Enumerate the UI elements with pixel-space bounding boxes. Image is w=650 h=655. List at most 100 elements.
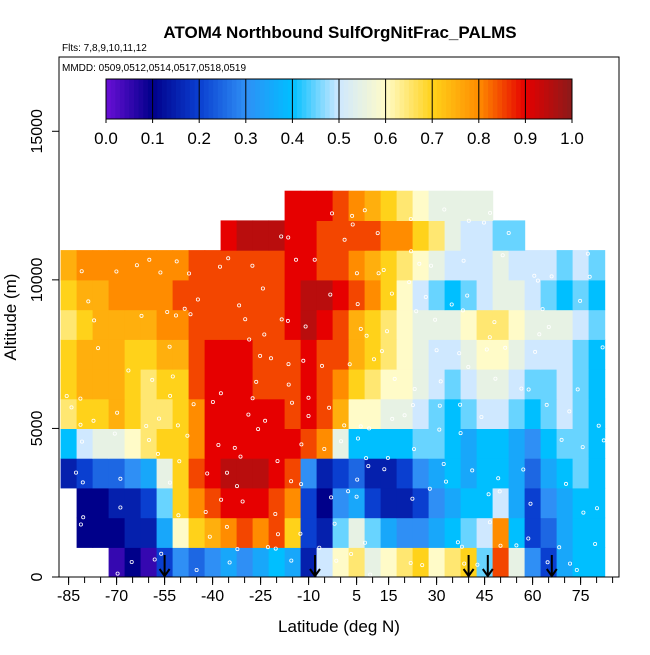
- heatmap-cell: [172, 458, 190, 489]
- sample-marker: [409, 249, 414, 254]
- colorbar-swatch: [380, 79, 387, 119]
- heatmap-cell: [108, 339, 126, 370]
- heatmap-cell: [348, 547, 366, 577]
- x-tick-label: 5: [352, 588, 361, 605]
- heatmap-cell: [108, 517, 126, 548]
- heatmap-cell: [476, 398, 494, 429]
- heatmap-cell: [220, 369, 238, 400]
- heatmap-cell: [140, 250, 158, 281]
- heatmap-cell: [444, 458, 462, 489]
- heatmap-cell: [572, 547, 590, 577]
- heatmap-cell: [588, 369, 606, 400]
- sample-marker: [526, 536, 531, 541]
- sample-marker: [188, 312, 193, 317]
- heatmap-cell: [316, 190, 334, 221]
- sample-marker: [364, 333, 369, 338]
- heatmap-cell: [300, 279, 318, 311]
- heatmap-cell: [156, 487, 174, 519]
- sample-marker: [299, 442, 304, 447]
- heatmap-cell: [300, 250, 318, 281]
- heatmap-cell: [300, 547, 318, 577]
- heatmap-cell: [172, 428, 190, 459]
- heatmap-cell: [108, 428, 126, 459]
- colorbar-swatch: [394, 79, 401, 119]
- heatmap-cell: [316, 517, 334, 548]
- colorbar-swatch: [558, 79, 564, 119]
- colorbar-swatch: [441, 79, 447, 119]
- sample-marker: [367, 426, 372, 431]
- colorbar: 0.0 0.1 0.2 0.3 0.4 0.5 0.6 0.7 0.8 0.9 1.0: [94, 78, 584, 148]
- sample-marker: [194, 568, 199, 573]
- x-tick-label: 60: [524, 588, 542, 605]
- heatmap-cell: [140, 517, 158, 548]
- sample-marker: [595, 506, 600, 511]
- heatmap-cell: [284, 220, 302, 251]
- heatmap-cell: [316, 398, 334, 429]
- heatmap-cell: [156, 309, 174, 340]
- heatmap-cell: [92, 339, 110, 370]
- sample-marker: [442, 207, 447, 212]
- sample-marker: [226, 256, 231, 261]
- colorbar-swatch: [203, 79, 210, 119]
- heatmap-cell: [236, 220, 254, 251]
- heatmap-cell: [124, 487, 142, 519]
- colorbar-swatch: [138, 79, 144, 119]
- sample-marker: [481, 220, 486, 225]
- heatmap-cell: [60, 458, 78, 489]
- heatmap-cell: [124, 458, 142, 489]
- heatmap-cell: [556, 458, 574, 489]
- heatmap-cell: [412, 517, 430, 548]
- sample-marker: [486, 492, 491, 497]
- heatmap-cell: [284, 487, 302, 519]
- heatmap-cell: [76, 369, 94, 400]
- heatmap-cell: [396, 369, 414, 400]
- sample-marker: [441, 461, 446, 466]
- heatmap-cell: [428, 458, 446, 489]
- sample-marker: [596, 423, 601, 428]
- heatmap-cell: [284, 309, 302, 340]
- y-tick-label: 10000: [29, 258, 46, 303]
- sample-marker: [379, 349, 384, 354]
- sample-marker: [382, 467, 387, 472]
- colorbar-tick-label: 0.6: [374, 129, 398, 148]
- heatmap-cell: [508, 279, 526, 311]
- heatmap-cell: [540, 398, 558, 429]
- heatmap-cell: [124, 517, 142, 548]
- heatmap-cell: [428, 250, 446, 281]
- heatmap-cell: [460, 309, 478, 340]
- heatmap-cell: [140, 398, 158, 429]
- sample-marker: [92, 318, 97, 323]
- heatmap-cell: [124, 250, 142, 281]
- heatmap-cell: [284, 369, 302, 400]
- colorbar-swatch: [408, 79, 415, 119]
- sample-marker: [279, 234, 284, 239]
- colorbar-swatch: [325, 79, 331, 119]
- colorbar-swatch: [124, 79, 130, 119]
- heatmap-cell: [444, 339, 462, 370]
- heatmap-cell: [124, 279, 142, 311]
- sample-marker: [350, 222, 355, 227]
- sample-marker: [423, 294, 428, 299]
- heatmap-cell: [332, 398, 350, 429]
- heatmap-cell: [76, 250, 94, 281]
- heatmap-cell: [220, 279, 238, 311]
- heatmap-cell: [396, 458, 414, 489]
- heatmap-cell: [252, 309, 270, 340]
- heatmap-cell: [444, 369, 462, 400]
- heatmap-cell: [300, 487, 318, 519]
- heatmap-cell: [60, 279, 78, 311]
- heatmap-cell: [444, 487, 462, 519]
- sample-marker: [218, 391, 223, 396]
- heatmap-cell: [380, 220, 398, 251]
- heatmap-cell: [428, 487, 446, 519]
- sample-marker: [371, 357, 376, 362]
- sample-marker: [232, 445, 237, 450]
- heatmap-cell: [124, 428, 142, 459]
- heatmap-cell: [380, 279, 398, 311]
- arrow-head: [158, 568, 171, 578]
- sample-marker: [168, 393, 173, 398]
- sample-marker: [96, 346, 101, 351]
- heatmap-cell: [380, 398, 398, 429]
